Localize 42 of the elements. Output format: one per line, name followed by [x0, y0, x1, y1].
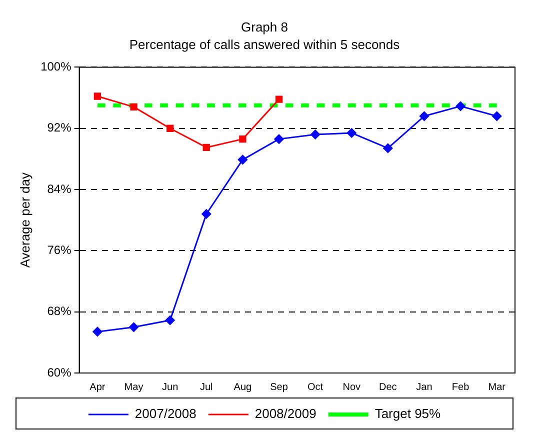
x-tick-label: Sep: [270, 382, 288, 393]
y-tick-label: 68%: [47, 304, 72, 318]
x-tick-label: Jan: [416, 382, 432, 393]
chart-title: Graph 8: [241, 19, 288, 34]
point: [274, 134, 284, 144]
point: [310, 130, 320, 140]
point: [92, 326, 102, 336]
x-tick-label: Jun: [162, 382, 178, 393]
legend-label: 2007/2008: [134, 406, 196, 422]
legend-label: Target 95%: [374, 406, 442, 422]
point: [456, 101, 466, 111]
point: [94, 92, 102, 100]
point: [383, 143, 393, 153]
chart-subtitle: Percentage of calls answered within 5 seconds: [129, 36, 400, 52]
y-tick-label: 92%: [47, 120, 72, 135]
point: [165, 316, 175, 325]
y-tick-label: 100%: [40, 60, 72, 74]
point: [492, 111, 502, 121]
x-tick-label: Feb: [452, 382, 470, 393]
point: [202, 144, 210, 152]
legend-label: 2008/2009: [254, 406, 316, 422]
point: [130, 103, 138, 111]
x-tick-label: Apr: [90, 382, 106, 393]
y-tick-label: 76%: [47, 242, 72, 257]
y-axis-title: Average per day: [17, 172, 32, 268]
y-tick-label: 84%: [47, 182, 72, 196]
point: [166, 124, 174, 132]
x-tick-label: May: [124, 382, 144, 393]
point: [129, 322, 139, 332]
point: [239, 135, 246, 143]
x-tick-label: Oct: [308, 382, 324, 393]
point: [419, 111, 429, 121]
point: [275, 96, 283, 103]
x-tick-label: Nov: [342, 382, 361, 393]
x-tick-label: Dec: [379, 382, 397, 393]
point: [202, 209, 212, 219]
x-tick-label: Jul: [200, 382, 213, 393]
x-tick-label: Aug: [234, 382, 252, 393]
point: [346, 128, 356, 138]
point: [238, 154, 248, 164]
x-tick-label: Mar: [488, 382, 506, 393]
y-tick-label: 60%: [47, 365, 72, 380]
